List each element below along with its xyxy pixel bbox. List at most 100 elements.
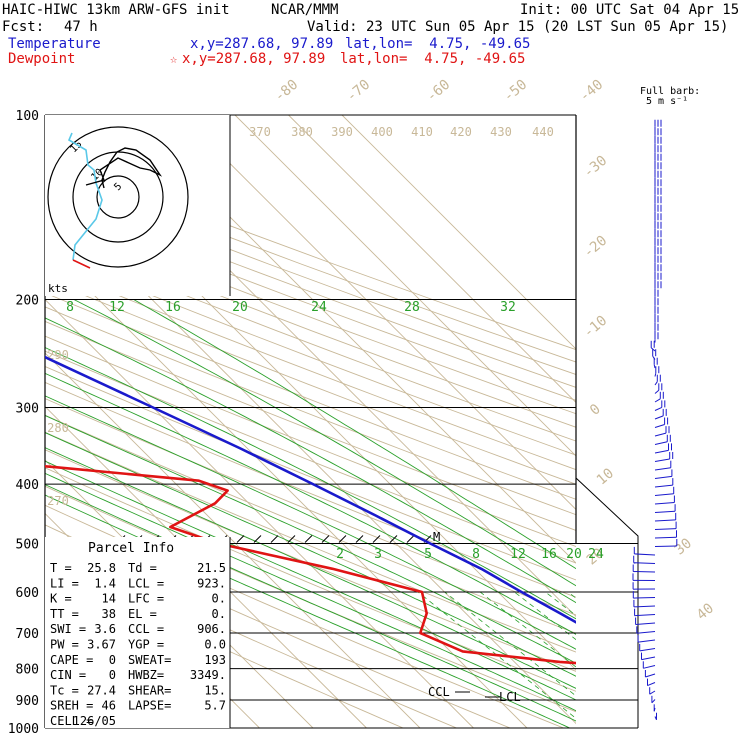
wind-barb [654,536,677,539]
wind-barb [654,484,673,488]
mixing-ratio-line [601,592,740,728]
wind-barb [643,665,656,669]
mixing-ratio-label: 16 [541,547,557,562]
wind-barb [635,622,656,625]
isotherm-label: -10 [581,313,611,342]
hatch-mark [372,535,381,543]
wind-barb [654,493,674,496]
isotherm-label: -20 [581,233,611,262]
wind-barb [654,389,660,394]
dewpoint-latlon: lat,lon= 4.75, -49.65 [340,51,526,67]
thetae-label: 28 [404,300,420,315]
temperature-latlon: lat,lon= 4.75, -49.65 [345,36,531,52]
dry-adiabat-line [45,265,576,471]
theta-label: 370 [249,125,271,139]
wind-barb [654,424,665,428]
wind-barb [638,639,656,643]
wind-barb [634,614,656,617]
parcel-info-cell: EL = [128,607,157,621]
wind-barb [654,519,676,522]
isotherm-label: 10 [594,465,617,488]
dry-adiabat-line [45,201,576,401]
fcst-value: 47 h [64,19,98,35]
parcel-info-cell: 0 [109,668,116,682]
parcel-info-cell: CELL = [50,714,93,728]
wind-barb [647,682,656,687]
parcel-info-cell: 27.4 [87,683,116,697]
parcel-panel-bg [45,537,230,728]
hatch-mark [389,535,398,543]
pressure-label: 100 [16,109,39,124]
parcel-info-cell: SWI = [50,622,86,636]
dry-adiabat-line [45,226,576,428]
wind-barb [633,605,656,608]
parcel-info-cell: 1.4 [94,576,116,590]
wind-barb [636,631,656,634]
pressure-label: 600 [16,586,39,601]
hatch-mark [270,535,279,543]
wind-barb [654,528,677,530]
org-label: NCAR/MMM [271,2,339,18]
dry-adiabat-line [45,414,576,634]
hodograph-trace-sfc [72,259,91,269]
theta-label: 440 [532,125,554,139]
parcel-info-cell: 3.67 [87,638,116,652]
dry-adiabat-line [45,467,576,692]
parcel-info-cell: 0. [212,592,226,606]
wind-barb [651,699,656,704]
mixing-ratio-label: 8 [472,547,480,562]
fcst-label: Fcst: [2,19,45,35]
pressure-label: 200 [16,294,39,309]
dry-adiabat-line [45,177,576,376]
parcel-info-cell: 923. [197,576,226,590]
parcel-info-cell: TT = [50,607,79,621]
thetae-label: 24 [311,300,327,315]
thetae-label: 16 [165,300,181,315]
mixing-ratio-line [417,591,576,719]
dewpoint-legend-label: Dewpoint [8,51,76,67]
parcel-info-cell: SREH = [50,699,93,713]
parcel-info-cell: 0 [109,653,116,667]
wind-barb [654,432,667,437]
parcel-info-cell: 3.6 [94,622,116,636]
valid-time: Valid: 23 UTC Sun 05 Apr 15 (20 LST Sun … [307,19,729,35]
hodograph-kts-label: kts [48,282,68,295]
frame-slope [575,477,639,728]
dry-adiabat-line [45,350,576,564]
wind-barb [649,690,656,695]
dry-adiabat-line [45,213,576,415]
hatch-mark [253,535,262,543]
dewpoint-xy: x,y=287.68, 97.89 [182,51,326,67]
mixing-ratio-label: 20 [566,547,582,562]
parcel-info-cell: 38 [102,607,116,621]
wind-barb [654,381,658,386]
mixing-ratio-label: 5 [424,547,432,562]
wind-barb [654,458,670,462]
mixing-ratio-line [479,591,576,668]
isotherm-line [181,115,576,511]
isotherm-label: -40 [577,77,607,106]
pressure-label: 1000 [8,722,39,737]
annotation-label: CCL [428,685,450,699]
annotation-label: LCL [499,690,521,704]
mixing-ratio-label: 3 [374,547,382,562]
parcel-info-cell: LFC = [128,592,164,606]
isotherm-label: -80 [272,77,302,106]
parcel-info-cell: HWBZ= [128,668,164,682]
thetae-label: 32 [500,300,516,315]
isotherm-label: 40 [694,600,717,623]
pressure-label: 800 [16,663,39,678]
wind-barb [653,364,656,369]
pressure-label: 900 [16,694,39,709]
isotherm-label: -30 [581,153,611,182]
mixing-ratio-line [586,592,740,728]
parcel-info-cell: 0.0 [204,638,226,652]
wind-barb [645,673,656,678]
parcel-info-cell: YGP = [128,638,164,652]
parcel-info-cell: LCL = [128,576,164,590]
thetae-label: 8 [66,300,74,315]
hatch-mark [236,535,245,543]
isotherm-line [45,298,474,728]
theta-label: 400 [371,125,393,139]
